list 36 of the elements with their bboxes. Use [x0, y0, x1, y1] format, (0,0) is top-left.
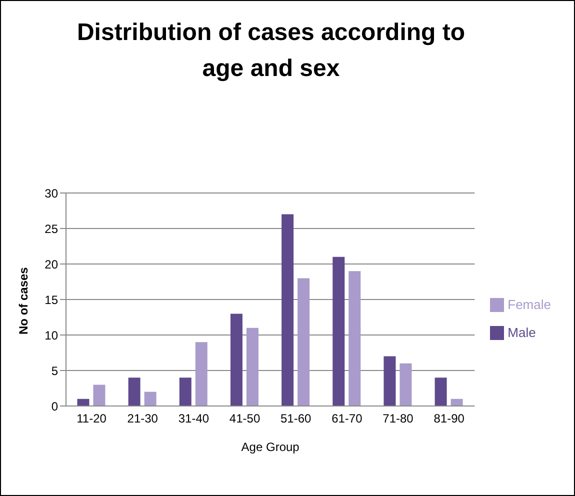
y-tick-label: 10: [44, 328, 58, 342]
x-tick-label: 11-20: [76, 412, 107, 426]
y-tick-label: 30: [44, 186, 58, 200]
x-axis-title: Age Group: [241, 440, 300, 454]
legend-label: Male: [508, 324, 536, 340]
bar: [195, 342, 208, 406]
bar: [77, 398, 90, 406]
bar: [384, 356, 396, 406]
bar: [298, 278, 310, 406]
x-tick-label: 41-50: [229, 412, 260, 426]
y-tick-label: 0: [51, 399, 58, 414]
bar: [348, 271, 361, 406]
x-tick-label: 71-80: [382, 412, 414, 426]
bar: [246, 328, 258, 406]
y-tick-label: 15: [44, 292, 58, 307]
bar: [282, 214, 294, 406]
x-tick-label: 51-60: [280, 412, 312, 426]
bar: [434, 378, 447, 406]
bar: [128, 378, 140, 406]
bar: [400, 363, 412, 406]
bar: [179, 378, 192, 406]
chart-title: Distribution of cases according to age and sex: [76, 18, 466, 84]
x-tick-label: 81-90: [434, 412, 465, 426]
bar: [93, 384, 106, 406]
x-tick-label: 21-30: [127, 412, 158, 426]
y-tick-label: 20: [44, 257, 58, 272]
legend-label: Female: [508, 296, 551, 312]
bar: [332, 256, 345, 406]
x-tick-label: 31-40: [178, 412, 210, 426]
y-tick-label: 5: [51, 364, 58, 378]
bar: [144, 392, 156, 406]
bar: [230, 314, 242, 406]
bar: [450, 398, 463, 406]
y-tick-label: 25: [44, 222, 58, 236]
x-tick-label: 61-70: [332, 412, 363, 426]
y-axis-title: No of cases: [16, 266, 30, 334]
